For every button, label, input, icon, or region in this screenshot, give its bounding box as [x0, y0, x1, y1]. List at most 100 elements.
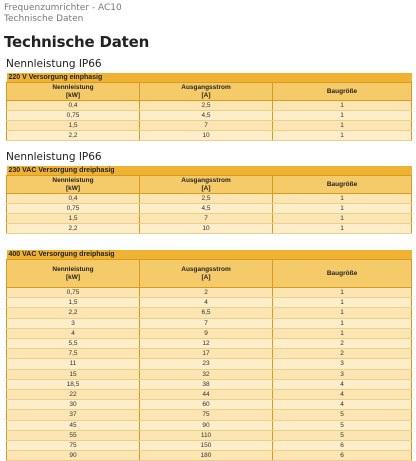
cell-power: 7,5	[6, 348, 140, 360]
cell-current: 60	[139, 399, 273, 411]
table-220v-single-phase: 220 V Versorgung einphasig Nennleistung […	[6, 73, 412, 141]
cell-power: 4	[6, 328, 140, 340]
cell-power: 15	[6, 369, 140, 380]
cell-current: 38	[139, 379, 273, 391]
table-row: 90 180 6	[6, 450, 413, 461]
cell-power: 37	[6, 409, 140, 421]
cell-power: 5,5	[6, 338, 140, 350]
column-header-size: Baugröße	[271, 175, 413, 194]
cell-power: 0,75	[6, 110, 140, 121]
table-row: 30 60 4	[6, 399, 413, 411]
cell-size: 1	[272, 110, 412, 121]
cell-current: 6,5	[139, 307, 273, 319]
cell-size: 1	[271, 307, 413, 319]
cell-size: 6	[271, 450, 413, 461]
cell-size: 1	[271, 287, 413, 299]
breadcrumb-current: Technische Daten	[4, 14, 84, 24]
breadcrumb-product[interactable]: Frequenzumrichter - AC10	[4, 3, 122, 13]
cell-power: 1,5	[6, 213, 140, 224]
cell-size: 1	[271, 297, 413, 309]
section-heading-ip66-single-phase: Nennleistung IP66	[6, 58, 102, 70]
cell-size: 1	[271, 223, 413, 234]
table-caption: 220 V Versorgung einphasig	[6, 73, 412, 83]
cell-current: 23	[139, 358, 273, 370]
cell-size: 4	[271, 379, 413, 391]
column-header-size: Baugröße	[271, 259, 413, 288]
cell-size: 5	[271, 420, 413, 431]
cell-current: 7	[139, 318, 273, 329]
table-row: 15 32 3	[6, 369, 413, 380]
column-header-current: Ausgangsstrom [A]	[139, 259, 273, 288]
cell-power: 45	[6, 420, 140, 431]
section-heading-ip66-three-phase-230: Nennleistung IP66	[6, 151, 102, 163]
cell-size: 6	[271, 440, 413, 452]
table-400vac-three-phase: 400 VAC Versorgung dreiphasig Nennleistun…	[6, 250, 413, 461]
cell-size: 5	[271, 430, 413, 442]
table-row: 0,4 2,5 1	[6, 100, 412, 111]
cell-current: 44	[139, 389, 273, 401]
table-row: 0,75 4,5 1	[6, 203, 413, 214]
cell-power: 0,4	[6, 193, 140, 204]
column-header-power: Nennleistung [kW]	[6, 175, 140, 194]
cell-size: 4	[271, 389, 413, 401]
table-row: 1,5 4 1	[6, 297, 413, 309]
cell-size: 2	[271, 348, 413, 360]
table-row: 75 150 6	[6, 440, 413, 452]
table-row: 1,5 7 1	[6, 120, 412, 131]
cell-current: 2,5	[139, 100, 273, 111]
cell-current: 4	[139, 297, 273, 309]
cell-power: 2,2	[6, 223, 140, 234]
table-row: 7,5 17 2	[6, 348, 413, 360]
cell-size: 1	[272, 120, 412, 131]
column-header-current: Ausgangsstrom [A]	[139, 82, 273, 101]
cell-current: 2	[139, 287, 273, 299]
cell-size: 1	[271, 318, 413, 329]
cell-size: 3	[271, 369, 413, 380]
cell-power: 30	[6, 399, 140, 411]
cell-current: 7	[139, 120, 273, 131]
table-row: 45 90 5	[6, 420, 413, 431]
cell-current: 12	[139, 338, 273, 350]
table-row: 22 44 4	[6, 389, 413, 401]
cell-size: 1	[271, 193, 413, 204]
cell-power: 0,4	[6, 100, 140, 111]
column-header-power: Nennleistung [kW]	[6, 259, 140, 288]
table-row: 5,5 12 2	[6, 338, 413, 350]
table-row: 2,2 6,5 1	[6, 307, 413, 319]
column-header-size: Baugröße	[272, 82, 412, 101]
table-caption: 400 VAC Versorgung dreiphasig	[6, 250, 412, 260]
table-row: 2,2 10 1	[6, 223, 413, 234]
cell-power: 75	[6, 440, 140, 452]
cell-current: 4,5	[139, 203, 273, 214]
table-row: 0,4 2,5 1	[6, 193, 413, 204]
cell-size: 1	[271, 328, 413, 340]
table-row: 0,75 2 1	[6, 287, 413, 299]
cell-current: 150	[139, 440, 273, 452]
cell-size: 1	[271, 213, 413, 224]
cell-size: 2	[271, 338, 413, 350]
cell-power: 0,75	[6, 203, 140, 214]
cell-power: 2,2	[6, 307, 140, 319]
cell-size: 1	[272, 100, 412, 111]
cell-current: 7	[139, 213, 273, 224]
table-row: 2,2 10 1	[6, 130, 412, 141]
cell-current: 9	[139, 328, 273, 340]
cell-size: 4	[271, 399, 413, 411]
cell-current: 32	[139, 369, 273, 380]
breadcrumb: Frequenzumrichter - AC10 Technische Date…	[4, 3, 122, 25]
page-title: Technische Daten	[4, 33, 150, 51]
column-header-power: Nennleistung [kW]	[6, 82, 140, 101]
table-row: 37 75 5	[6, 409, 413, 421]
cell-current: 110	[139, 430, 273, 442]
cell-power: 1,5	[6, 120, 140, 131]
table-row: 1,5 7 1	[6, 213, 413, 224]
cell-current: 75	[139, 409, 273, 421]
cell-power: 2,2	[6, 130, 140, 141]
table-row: 18,5 38 4	[6, 379, 413, 391]
cell-current: 10	[139, 223, 273, 234]
column-header-current: Ausgangsstrom [A]	[139, 175, 273, 194]
cell-power: 55	[6, 430, 140, 442]
cell-size: 1	[272, 130, 412, 141]
